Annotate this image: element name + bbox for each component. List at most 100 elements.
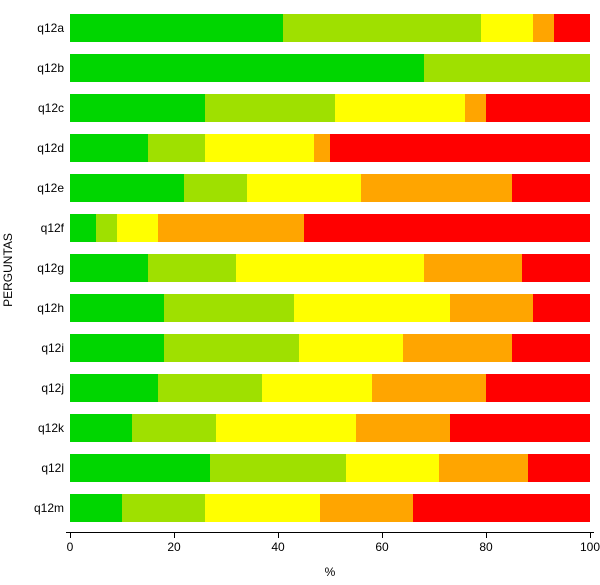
x-tick bbox=[174, 532, 175, 538]
bar-segment bbox=[465, 94, 486, 122]
bar-segment bbox=[205, 94, 335, 122]
y-tick-label: q12h bbox=[20, 302, 64, 314]
bar-segment bbox=[70, 54, 424, 82]
x-tick bbox=[278, 532, 279, 538]
bar-segment bbox=[70, 134, 148, 162]
bar-segment bbox=[481, 14, 533, 42]
bar-segment bbox=[262, 374, 371, 402]
y-tick-label: q12e bbox=[20, 182, 64, 194]
x-tick-label: 100 bbox=[580, 540, 600, 554]
bar-segment bbox=[330, 134, 590, 162]
bar-segment bbox=[70, 334, 164, 362]
bar-segment bbox=[70, 294, 164, 322]
bar-segment bbox=[70, 94, 205, 122]
x-tick-label: 0 bbox=[67, 540, 74, 554]
plot-area bbox=[70, 8, 590, 528]
bar-segment bbox=[320, 494, 414, 522]
x-tick bbox=[382, 532, 383, 538]
bar-segment bbox=[70, 254, 148, 282]
bar-segment bbox=[205, 134, 314, 162]
bar-segment bbox=[148, 254, 236, 282]
bar-segment bbox=[132, 414, 215, 442]
bar-segment bbox=[294, 294, 450, 322]
bar-segment bbox=[554, 14, 590, 42]
y-tick-label: q12f bbox=[20, 222, 64, 234]
bar-segment bbox=[184, 174, 246, 202]
bar-segment bbox=[70, 14, 283, 42]
bar-segment bbox=[314, 134, 330, 162]
x-axis: 020406080100 bbox=[70, 532, 590, 533]
bar-segment bbox=[70, 174, 184, 202]
bar-segment bbox=[96, 214, 117, 242]
bar-segment bbox=[70, 494, 122, 522]
y-tick-label: q12a bbox=[20, 22, 64, 34]
y-axis-title: PERGUNTAS bbox=[0, 0, 16, 540]
bar-segment bbox=[424, 254, 523, 282]
bar-row bbox=[70, 294, 590, 322]
bar-segment bbox=[528, 454, 590, 482]
bar-row bbox=[70, 134, 590, 162]
y-tick-label: q12j bbox=[20, 382, 64, 394]
y-tick-label: q12l bbox=[20, 462, 64, 474]
x-tick bbox=[486, 532, 487, 538]
bar-segment bbox=[148, 134, 205, 162]
bar-segment bbox=[122, 494, 205, 522]
bar-segment bbox=[439, 454, 527, 482]
bar-row bbox=[70, 14, 590, 42]
bar-segment bbox=[403, 334, 512, 362]
y-axis-title-text: PERGUNTAS bbox=[1, 233, 15, 307]
bar-segment bbox=[70, 454, 210, 482]
bar-segment bbox=[533, 14, 554, 42]
bar-segment bbox=[164, 334, 299, 362]
bar-segment bbox=[247, 174, 361, 202]
stacked-bar-chart: PERGUNTAS 020406080100 % q12aq12bq12cq12… bbox=[0, 0, 600, 585]
bar-segment bbox=[450, 414, 590, 442]
bar-segment bbox=[372, 374, 486, 402]
bar-row bbox=[70, 254, 590, 282]
x-tick-label: 80 bbox=[479, 540, 492, 554]
bar-segment bbox=[413, 494, 590, 522]
bar-segment bbox=[158, 214, 304, 242]
bar-segment bbox=[533, 294, 590, 322]
x-tick-label: 20 bbox=[167, 540, 180, 554]
bar-row bbox=[70, 454, 590, 482]
bar-segment bbox=[216, 414, 356, 442]
bar-row bbox=[70, 214, 590, 242]
y-tick-label: q12k bbox=[20, 422, 64, 434]
y-tick-label: q12d bbox=[20, 142, 64, 154]
bar-row bbox=[70, 94, 590, 122]
bar-segment bbox=[117, 214, 159, 242]
x-tick-label: 40 bbox=[271, 540, 284, 554]
x-tick-label: 60 bbox=[375, 540, 388, 554]
bar-segment bbox=[356, 414, 450, 442]
bar-row bbox=[70, 174, 590, 202]
bar-segment bbox=[164, 294, 294, 322]
bar-segment bbox=[70, 374, 158, 402]
x-axis-line bbox=[66, 532, 594, 533]
bar-segment bbox=[70, 414, 132, 442]
x-axis-title: % bbox=[70, 565, 590, 579]
bar-segment bbox=[450, 294, 533, 322]
bar-segment bbox=[346, 454, 440, 482]
bar-segment bbox=[210, 454, 345, 482]
bar-row bbox=[70, 494, 590, 522]
bar-row bbox=[70, 334, 590, 362]
y-tick-label: q12m bbox=[20, 502, 64, 514]
bar-row bbox=[70, 414, 590, 442]
x-tick bbox=[70, 532, 71, 538]
bar-segment bbox=[512, 334, 590, 362]
y-tick-label: q12c bbox=[20, 102, 64, 114]
bar-segment bbox=[205, 494, 319, 522]
bar-segment bbox=[512, 174, 590, 202]
x-tick bbox=[590, 532, 591, 538]
y-tick-label: q12g bbox=[20, 262, 64, 274]
bar-segment bbox=[299, 334, 403, 362]
bar-row bbox=[70, 374, 590, 402]
bar-segment bbox=[236, 254, 423, 282]
bar-segment bbox=[522, 254, 590, 282]
y-tick-label: q12b bbox=[20, 62, 64, 74]
bar-segment bbox=[486, 374, 590, 402]
bar-segment bbox=[361, 174, 512, 202]
bar-row bbox=[70, 54, 590, 82]
bar-segment bbox=[304, 214, 590, 242]
